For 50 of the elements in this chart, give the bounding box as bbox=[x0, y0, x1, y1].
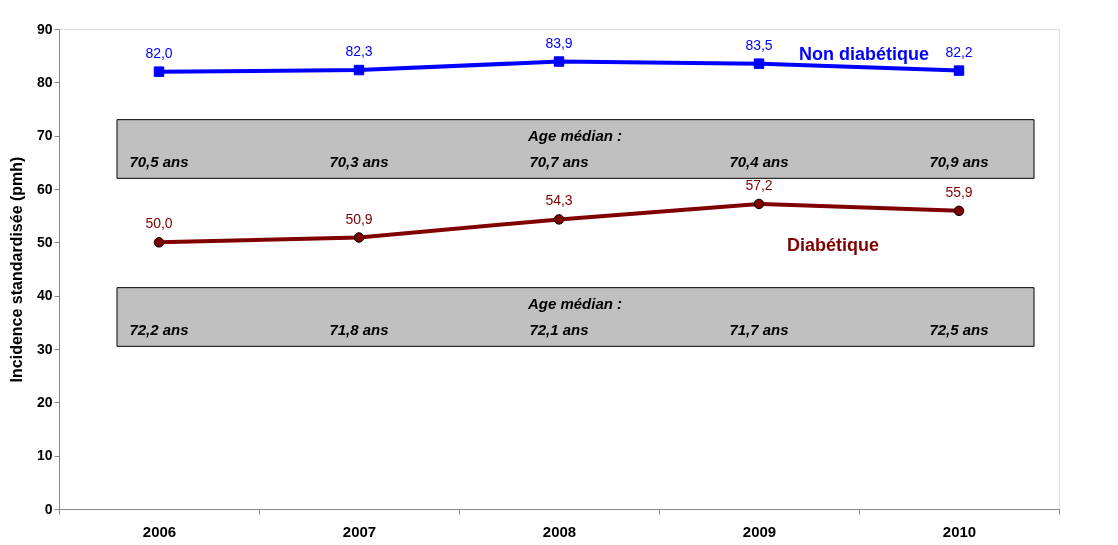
annotation: Age médian : bbox=[526, 126, 623, 144]
annotation: 72,2 ans bbox=[129, 320, 189, 338]
point bbox=[753, 198, 765, 210]
y-tick-label: 40 bbox=[36, 287, 53, 304]
y-tick-label: 90 bbox=[36, 20, 53, 37]
point bbox=[153, 237, 165, 248]
point bbox=[753, 58, 765, 69]
x-tick-label: 2007 bbox=[342, 522, 377, 540]
series-label: Non diabétique bbox=[799, 43, 929, 64]
point bbox=[353, 232, 365, 243]
point bbox=[953, 205, 965, 217]
x-tick-label: 2006 bbox=[142, 522, 177, 540]
y-axis-title: Incidence standardisée (pmh) bbox=[7, 156, 25, 383]
y-tick-label: 80 bbox=[36, 73, 53, 90]
annotation: 70,3 ans bbox=[329, 152, 389, 170]
y-tick-label: 50 bbox=[36, 233, 53, 250]
annotation: 72,5 ans bbox=[929, 320, 989, 338]
annotation: Age médian : bbox=[526, 294, 623, 312]
y-tick-label: 60 bbox=[36, 180, 53, 197]
y-tick-label: 10 bbox=[36, 447, 53, 464]
data-label: 50,9 bbox=[345, 210, 373, 227]
point bbox=[353, 64, 365, 76]
y-tick-label: 0 bbox=[44, 500, 53, 517]
data-label: 83,5 bbox=[745, 36, 773, 53]
x-tick-label: 2009 bbox=[742, 522, 777, 540]
annotation: 71,7 ans bbox=[729, 320, 789, 338]
data-label: 50,0 bbox=[145, 215, 173, 232]
x-tick-label: 2010 bbox=[942, 522, 977, 540]
data-label: 83,9 bbox=[545, 34, 573, 51]
annotation: 70,4 ans bbox=[729, 152, 789, 170]
data-label: 57,2 bbox=[745, 176, 773, 193]
point bbox=[553, 56, 565, 67]
point bbox=[553, 214, 565, 225]
x-tick-label: 2008 bbox=[542, 522, 577, 540]
data-label: 54,3 bbox=[545, 192, 573, 209]
annotation: 71,8 ans bbox=[329, 320, 389, 338]
data-label: 82,3 bbox=[345, 43, 373, 60]
point bbox=[953, 65, 965, 76]
series-label: Diabétique bbox=[786, 234, 879, 255]
data-label: 82,0 bbox=[145, 44, 173, 61]
y-tick-label: 70 bbox=[36, 127, 53, 144]
annotation: 72,1 ans bbox=[529, 320, 589, 338]
point bbox=[153, 66, 165, 77]
y-tick-label: 20 bbox=[36, 393, 53, 410]
annotation: 70,7 ans bbox=[529, 152, 589, 170]
data-label: 55,9 bbox=[945, 183, 973, 200]
annotation: 70,9 ans bbox=[929, 152, 989, 170]
data-label: 82,2 bbox=[945, 43, 973, 60]
y-tick-label: 30 bbox=[36, 340, 53, 357]
annotation: 70,5 ans bbox=[129, 152, 189, 170]
